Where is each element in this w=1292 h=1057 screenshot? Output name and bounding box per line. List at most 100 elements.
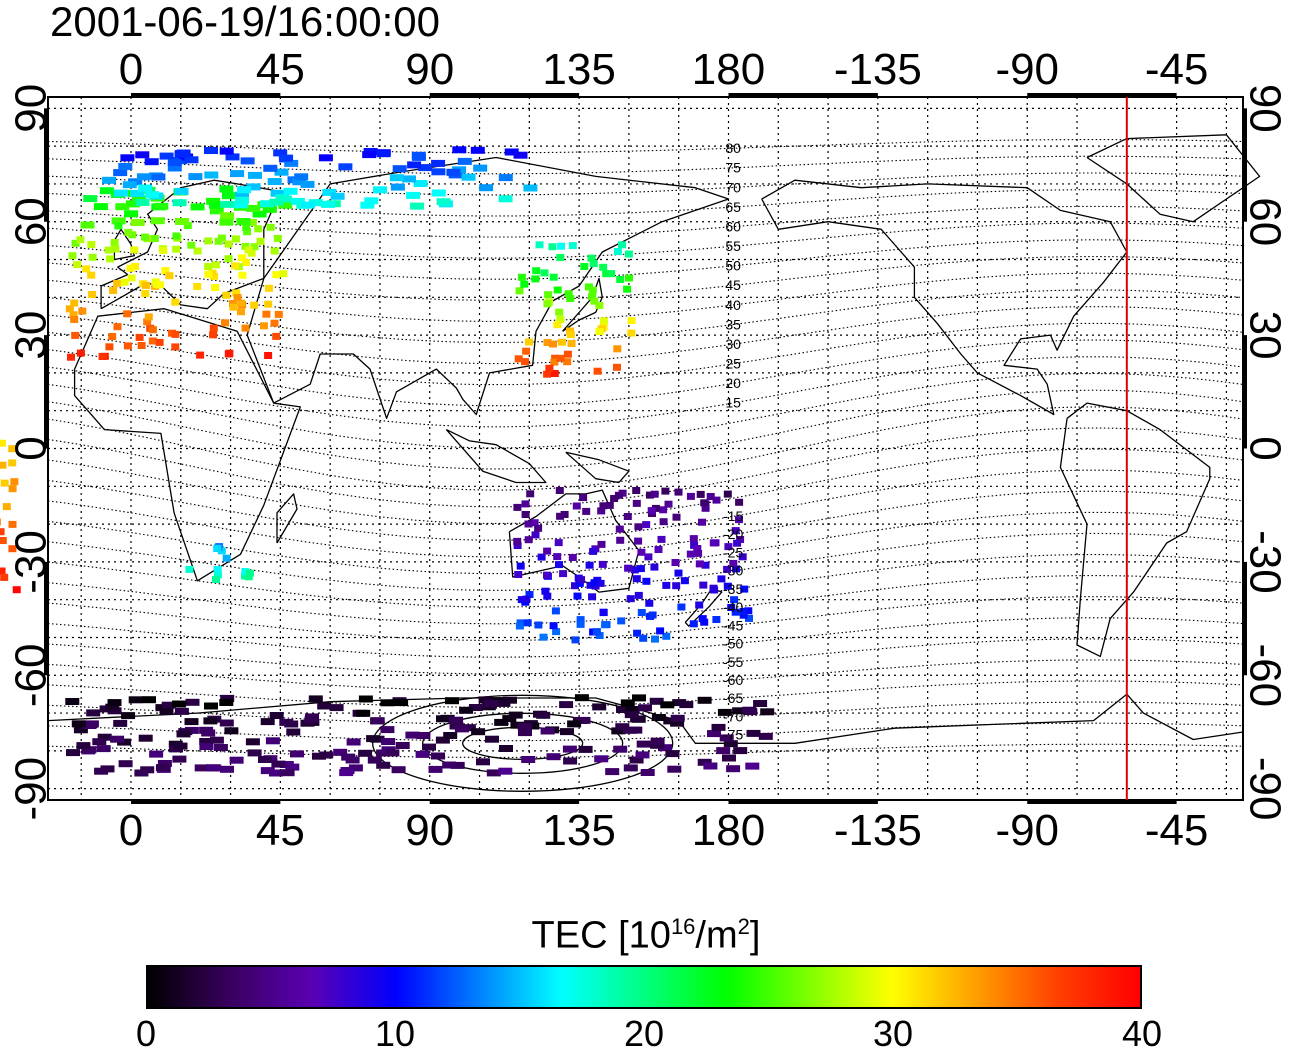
tec-point <box>651 504 660 512</box>
tec-point <box>260 322 268 330</box>
tec-point <box>8 485 17 493</box>
lon-tick-bottom: -45 <box>1145 806 1209 855</box>
tec-point <box>534 621 543 629</box>
tec-point <box>229 756 244 764</box>
tec-point <box>521 500 530 508</box>
tec-point <box>695 601 704 609</box>
tec-point <box>562 745 577 753</box>
tec-point <box>142 696 156 704</box>
tec-point <box>269 198 284 206</box>
tec-point <box>71 239 80 247</box>
tec-point <box>642 577 651 585</box>
tec-point <box>672 513 681 521</box>
tec-point <box>469 704 483 711</box>
tec-point <box>596 579 605 587</box>
tec-point <box>237 308 245 316</box>
tec-point <box>151 173 166 181</box>
tec-point <box>727 604 736 611</box>
tec-point <box>630 566 639 574</box>
tec-point <box>102 176 117 184</box>
magnetic-latitude-contour <box>47 356 1244 428</box>
tec-point <box>579 494 588 502</box>
tec-point <box>548 243 557 251</box>
frame-segment <box>728 93 878 98</box>
tec-data-points <box>0 146 775 777</box>
tec-point <box>459 706 474 714</box>
frame-segment <box>44 108 49 222</box>
tec-point <box>73 726 88 734</box>
tec-point <box>185 565 194 573</box>
tec-point <box>0 537 7 544</box>
tec-point <box>563 350 572 358</box>
tec-point <box>231 235 240 243</box>
tec-point <box>88 253 97 261</box>
tec-point <box>524 536 533 544</box>
tec-point <box>241 324 250 332</box>
magnetic-pole-contour <box>372 694 674 792</box>
tec-point <box>300 201 315 209</box>
tec-point <box>220 765 234 773</box>
tec-point <box>159 152 174 160</box>
tec-point <box>644 553 653 561</box>
tec-point <box>532 267 541 275</box>
tec-point <box>647 507 656 515</box>
tec-map: 0045459090135135180180-135-135-90-90-45-… <box>0 45 1289 855</box>
magnetic-latitude-contour <box>47 596 1244 642</box>
tec-point <box>567 340 576 347</box>
tec-point <box>585 561 594 569</box>
tec-point <box>260 718 275 726</box>
tec-point <box>689 620 698 628</box>
tec-point <box>278 201 293 209</box>
tec-point <box>241 568 250 576</box>
magnetic-latitude-label: -70 <box>723 708 743 724</box>
tec-point <box>87 271 96 279</box>
tec-point <box>636 740 651 748</box>
tec-point <box>237 186 252 194</box>
tec-point <box>114 222 123 230</box>
tec-point <box>266 223 275 231</box>
tec-point <box>597 507 606 515</box>
tec-point <box>115 203 130 211</box>
tec-point <box>148 337 157 345</box>
tec-point <box>440 714 455 722</box>
tec-point <box>635 751 650 759</box>
tec-point <box>549 622 558 630</box>
tec-point <box>246 569 254 577</box>
magnetic-latitude-label: 45 <box>725 277 741 293</box>
lat-tick-right: -30 <box>1240 530 1289 594</box>
tec-point <box>498 174 513 182</box>
lon-tick-bottom: 135 <box>542 806 615 855</box>
tec-point <box>680 577 689 585</box>
tec-point <box>679 701 694 709</box>
tec-point <box>88 291 97 298</box>
tec-point <box>677 603 686 611</box>
tec-point <box>623 764 638 772</box>
tec-point <box>118 760 133 768</box>
tec-point <box>624 711 639 719</box>
lat-tick-right: -60 <box>1240 644 1289 708</box>
map-frame <box>44 93 1247 804</box>
magnetic-latitude-label: -45 <box>723 617 743 633</box>
tec-point <box>634 523 643 531</box>
coastline <box>1086 134 1261 223</box>
tec-point <box>650 741 665 749</box>
tec-point <box>219 147 234 155</box>
magnetic-latitude-contour <box>47 511 1244 575</box>
tec-point <box>143 318 152 326</box>
colorbar-tick-label: 30 <box>872 1013 914 1054</box>
tec-point <box>514 571 523 578</box>
tec-point <box>479 184 494 192</box>
tec-point <box>574 694 589 702</box>
tec-point <box>213 744 228 751</box>
colorbar-tick-label: 10 <box>374 1013 416 1054</box>
tec-point <box>219 218 234 226</box>
tec-point <box>252 210 267 218</box>
tec-point <box>155 338 164 346</box>
coastline <box>562 277 603 332</box>
tec-point <box>283 187 298 195</box>
tec-point <box>504 148 519 156</box>
tec-point <box>598 560 607 568</box>
tec-point <box>67 353 75 361</box>
tec-point <box>553 553 562 561</box>
tec-point <box>113 323 122 331</box>
